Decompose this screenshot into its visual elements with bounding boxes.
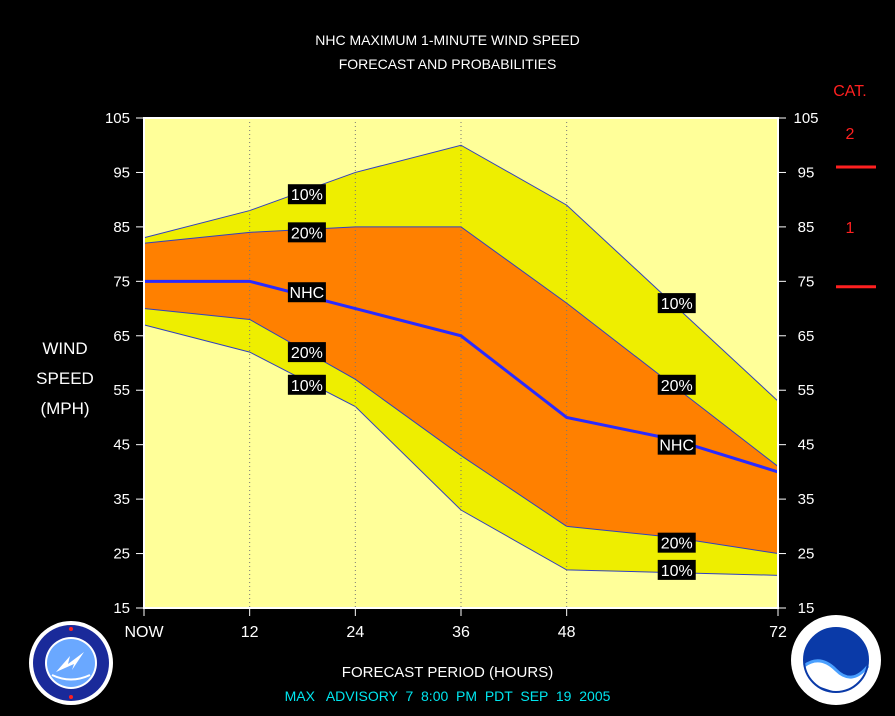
annotation-label-7: NHC xyxy=(659,438,694,455)
y-tick-label-left-75: 75 xyxy=(113,273,130,290)
chart-title-line1: NHC MAXIMUM 1-MINUTE WIND SPEED xyxy=(315,32,580,48)
advisory-text: MAX ADVISORY 7 8:00 PM PDT SEP 19 2005 xyxy=(284,688,611,704)
y-tick-label-left-65: 65 xyxy=(113,328,130,345)
x-tick-label-now: NOW xyxy=(124,624,164,641)
annotation-box-4 xyxy=(287,374,326,395)
nws-logo-icon xyxy=(29,621,113,705)
annotation-box-9 xyxy=(657,559,696,580)
annotation-box-0 xyxy=(287,184,326,205)
annotation-label-5: 10% xyxy=(661,296,693,313)
annotation-label-0: 10% xyxy=(291,187,323,204)
annotation-label-3: 20% xyxy=(291,345,323,362)
x-tick-label-12: 12 xyxy=(241,624,259,641)
y-tick-label-left-35: 35 xyxy=(113,491,130,508)
annotation-box-7 xyxy=(657,434,696,455)
annotation-label-4: 10% xyxy=(291,378,323,395)
annotation-label-1: 20% xyxy=(291,225,323,242)
annotation-box-2 xyxy=(287,282,326,303)
x-tick-label-36: 36 xyxy=(452,624,470,641)
annotation-box-5 xyxy=(657,293,696,314)
noaa-logo-icon xyxy=(791,615,881,705)
y-tick-label-left-25: 25 xyxy=(113,546,130,563)
annotation-label-8: 20% xyxy=(661,536,693,553)
y-axis-label-speed: SPEED xyxy=(36,369,94,388)
y-tick-label-left-85: 85 xyxy=(113,219,130,236)
y-tick-label-right-65: 65 xyxy=(798,328,815,345)
y-tick-label-right-55: 55 xyxy=(798,382,815,399)
y-tick-label-left-55: 55 xyxy=(113,382,130,399)
y-tick-label-right-45: 45 xyxy=(798,437,815,454)
y-tick-label-right-15: 15 xyxy=(798,600,815,617)
category-label-1: 1 xyxy=(845,220,855,237)
y-tick-label-right-105: 105 xyxy=(793,110,818,127)
category-label-2: 2 xyxy=(845,126,855,143)
y-tick-label-left-105: 105 xyxy=(105,110,130,127)
annotation-label-6: 20% xyxy=(661,378,693,395)
y-axis-label-wind: WIND xyxy=(42,339,88,358)
y-tick-label-right-75: 75 xyxy=(798,273,815,290)
x-axis-label: FORECAST PERIOD (HOURS) xyxy=(341,664,554,681)
y-tick-label-right-95: 95 xyxy=(798,164,815,181)
annotation-box-1 xyxy=(287,222,326,243)
y-tick-label-right-35: 35 xyxy=(798,491,815,508)
y-tick-label-left-95: 95 xyxy=(113,164,130,181)
chart-title-line2: FORECAST AND PROBABILITIES xyxy=(338,56,557,72)
x-tick-label-48: 48 xyxy=(558,624,576,641)
x-tick-label-24: 24 xyxy=(346,624,364,641)
annotation-box-8 xyxy=(657,532,696,553)
y-tick-label-right-85: 85 xyxy=(798,219,815,236)
x-tick-label-72: 72 xyxy=(769,624,787,641)
annotation-label-2: NHC xyxy=(290,285,325,302)
annotation-box-3 xyxy=(287,342,326,363)
y-tick-label-right-25: 25 xyxy=(798,546,815,563)
y-axis-label-units: (MPH) xyxy=(40,399,90,418)
annotation-box-6 xyxy=(657,374,696,395)
annotation-label-9: 10% xyxy=(661,563,693,580)
y-tick-label-left-45: 45 xyxy=(113,437,130,454)
category-legend-title: CAT. xyxy=(833,83,867,100)
y-tick-label-left-15: 15 xyxy=(113,600,130,617)
